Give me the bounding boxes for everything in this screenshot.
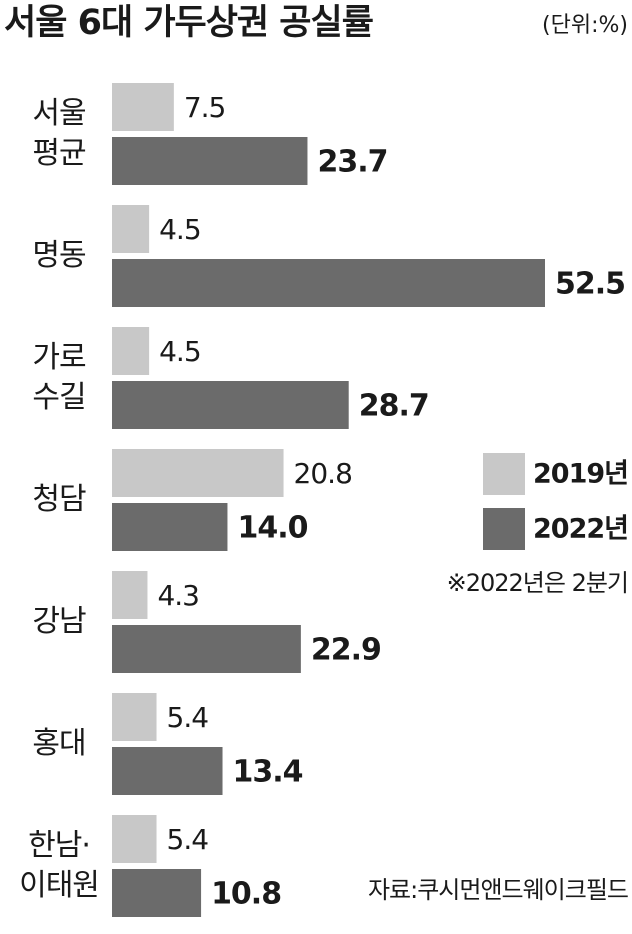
value-label: 14.0 xyxy=(237,511,307,546)
chart-title: 서울 6대 가두상권 공실률 xyxy=(4,3,373,43)
legend-swatch xyxy=(483,453,525,495)
note: ※2022년은 2분기 xyxy=(447,569,628,597)
bar xyxy=(112,259,545,307)
value-label: 22.9 xyxy=(311,633,381,668)
bar xyxy=(112,571,148,619)
category-label: 명동 xyxy=(32,238,86,273)
bar xyxy=(112,747,223,795)
value-label: 7.5 xyxy=(184,91,226,124)
value-label: 28.7 xyxy=(359,389,429,424)
value-label: 52.5 xyxy=(555,267,625,302)
value-label: 5.4 xyxy=(167,823,209,856)
category-label: 가로 수길 xyxy=(32,340,86,415)
bar xyxy=(112,449,284,497)
value-label: 23.7 xyxy=(317,145,387,180)
bar xyxy=(112,503,228,551)
bar xyxy=(112,869,202,917)
value-label: 20.8 xyxy=(294,457,352,490)
value-label: 4.3 xyxy=(157,579,199,612)
bar xyxy=(112,205,150,253)
value-label: 4.5 xyxy=(159,335,201,368)
value-label: 13.4 xyxy=(233,755,303,790)
value-label: 10.8 xyxy=(211,877,281,912)
category-label: 강남 xyxy=(32,604,86,639)
bar xyxy=(112,381,349,429)
category-label: 청담 xyxy=(32,482,86,517)
value-label: 4.5 xyxy=(159,213,201,246)
category-label: 서울 평균 xyxy=(32,96,86,171)
bar xyxy=(112,137,308,185)
legend-label: 2019년 xyxy=(533,459,628,490)
value-label: 5.4 xyxy=(167,701,209,734)
bar xyxy=(112,327,150,375)
legend-label: 2022년 xyxy=(533,514,628,545)
bar xyxy=(112,693,157,741)
category-label: 한남· 이태원 xyxy=(19,828,100,903)
bar xyxy=(112,83,174,131)
source: 자료:쿠시먼앤드웨이크필드 xyxy=(368,876,628,904)
bar xyxy=(112,625,301,673)
bar xyxy=(112,815,157,863)
legend-swatch xyxy=(483,508,525,550)
category-label: 홍대 xyxy=(32,726,86,761)
unit-label: (단위:%) xyxy=(542,13,628,38)
